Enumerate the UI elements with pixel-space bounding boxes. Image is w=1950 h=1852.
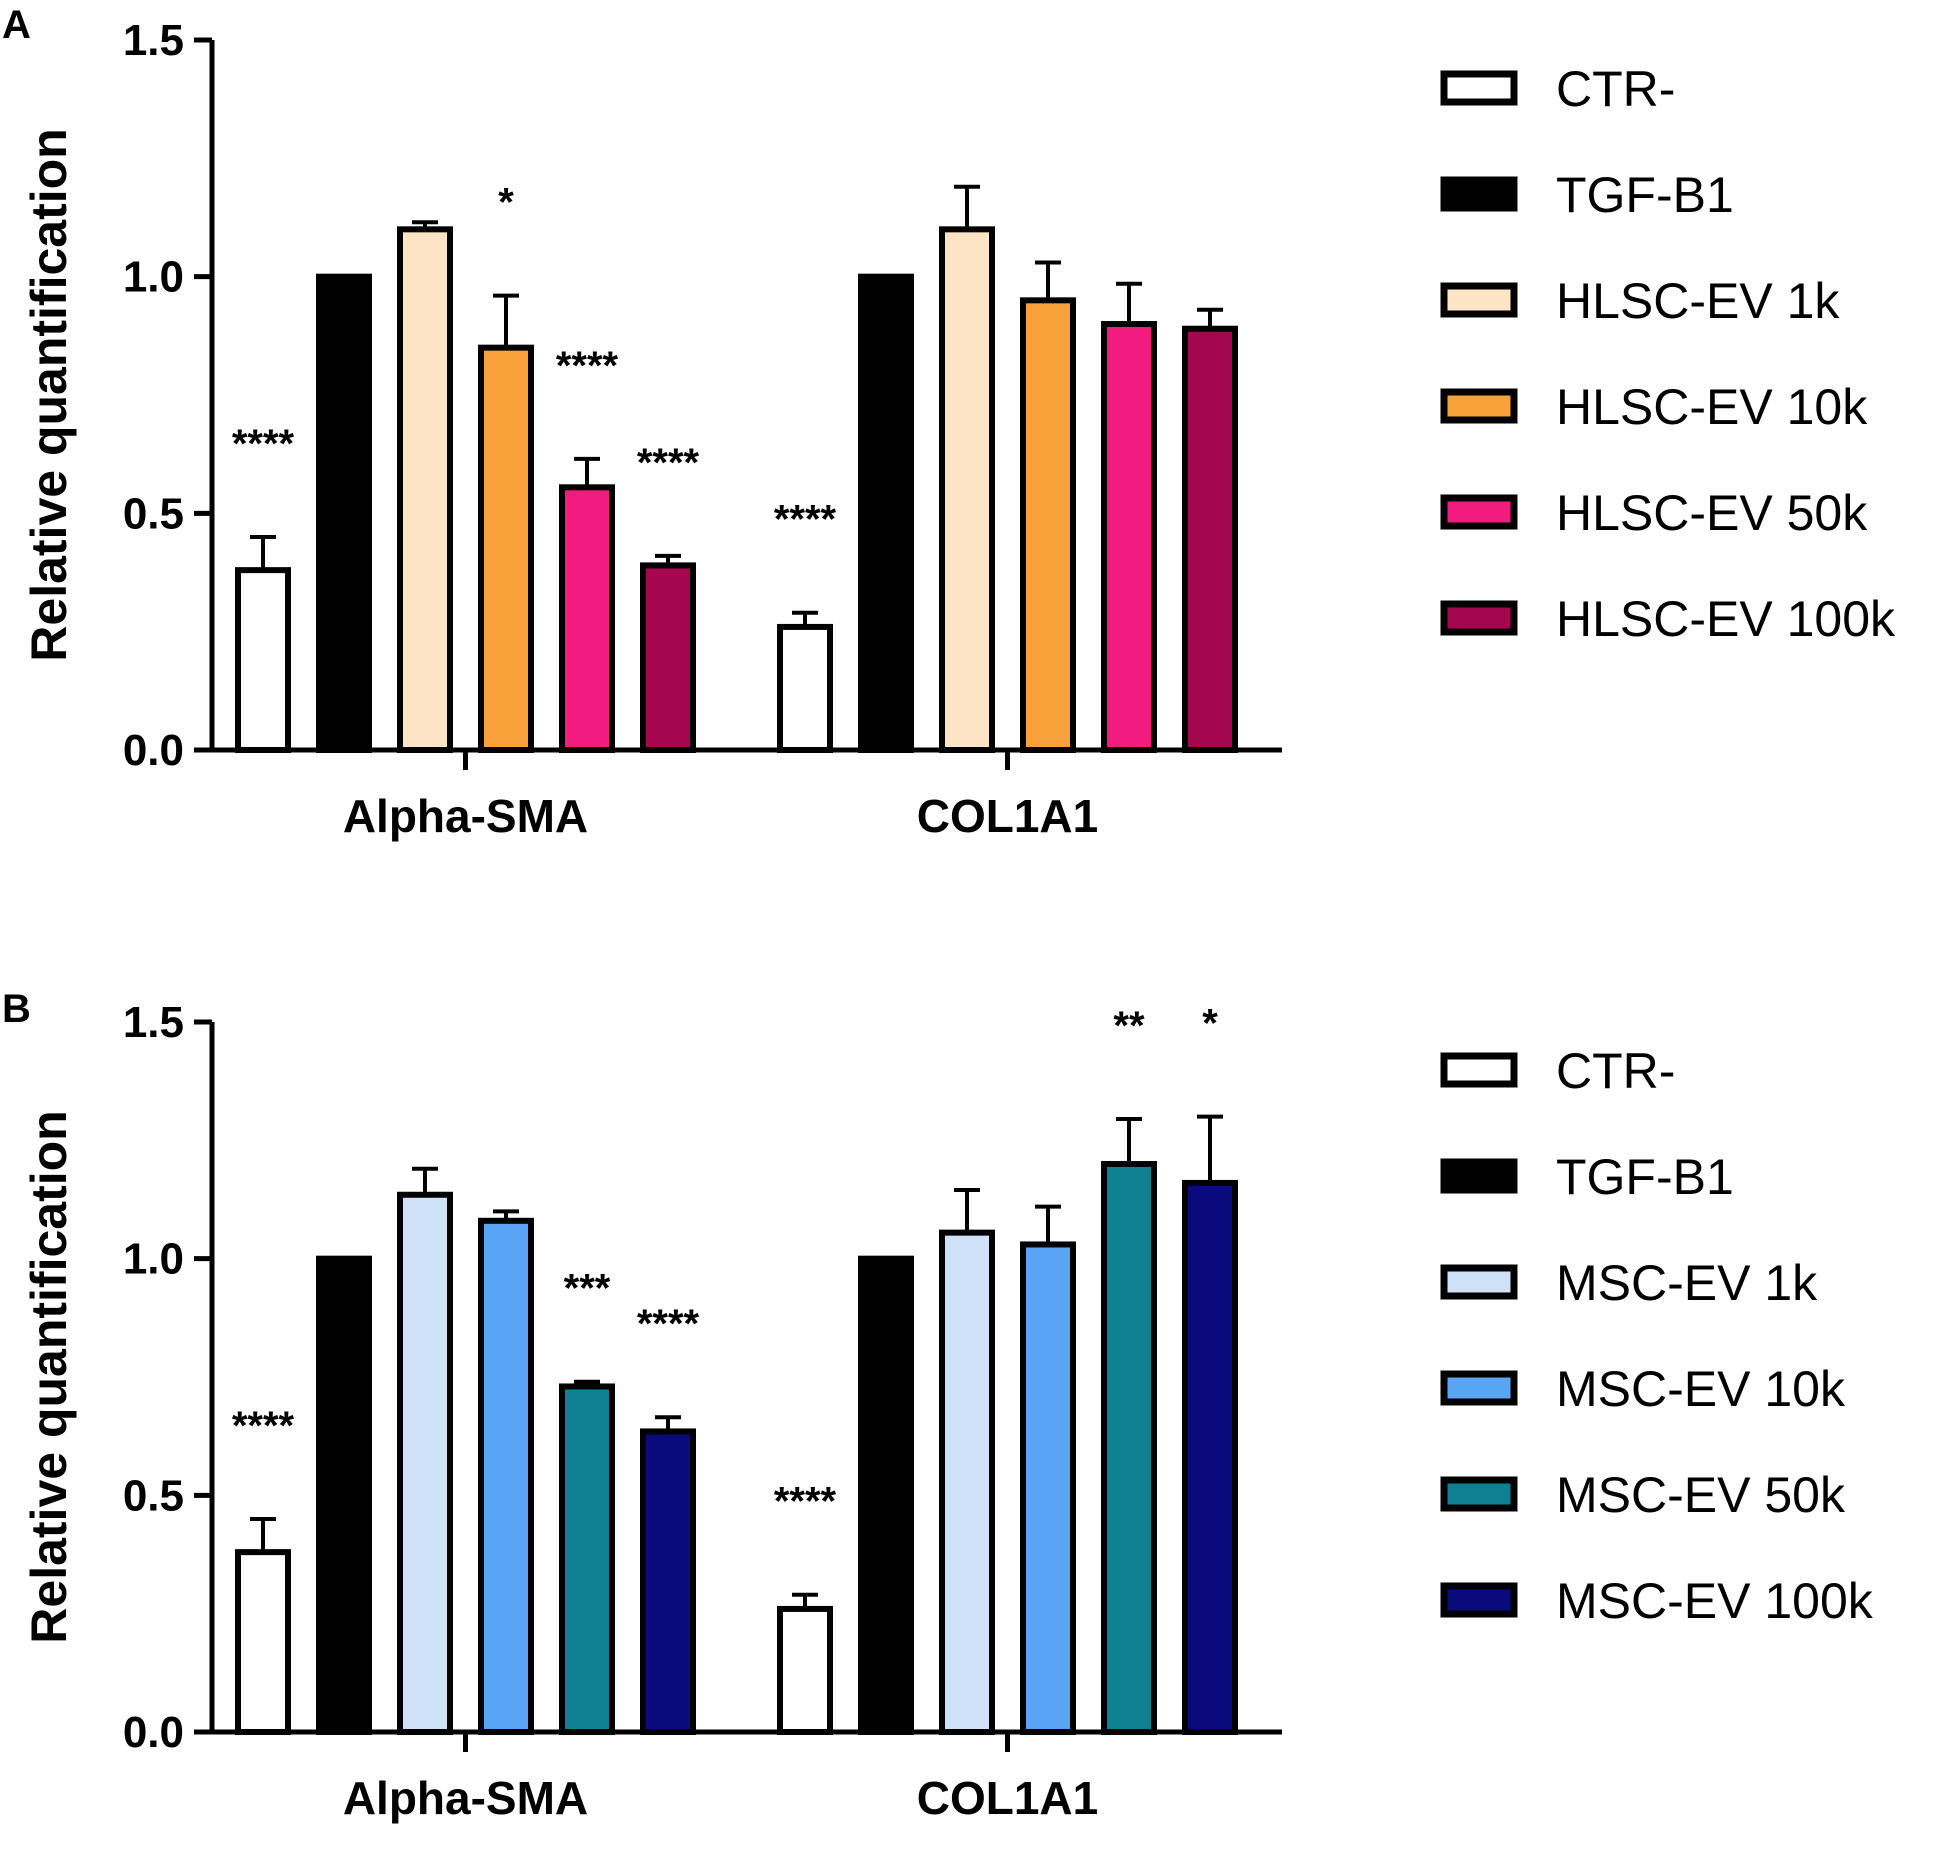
panel-letter: A xyxy=(2,3,31,47)
bar xyxy=(316,273,372,753)
legend-label: MSC-EV 1k xyxy=(1556,1255,1818,1311)
legend-swatch xyxy=(1440,282,1518,318)
significance-label: **** xyxy=(774,498,837,542)
panel-letter: B xyxy=(2,987,31,1031)
bar xyxy=(478,1217,534,1736)
bar xyxy=(939,226,995,754)
bar xyxy=(235,1549,291,1735)
legend-label: MSC-EV 50k xyxy=(1556,1467,1846,1523)
significance-label: * xyxy=(1202,1002,1218,1046)
legend-label: HLSC-EV 50k xyxy=(1556,485,1868,541)
bar xyxy=(478,344,534,753)
y-tick-label: 0.0 xyxy=(123,726,184,775)
y-tick-label: 1.5 xyxy=(123,998,184,1047)
significance-label: **** xyxy=(232,1404,295,1448)
y-tick-label: 0.5 xyxy=(123,1471,184,1520)
bar xyxy=(939,1229,995,1735)
significance-label: * xyxy=(498,181,514,225)
legend-swatch xyxy=(1440,1476,1518,1512)
bar xyxy=(316,1255,372,1735)
bar xyxy=(1182,1179,1238,1735)
bar xyxy=(777,1605,833,1736)
bar xyxy=(1101,321,1157,753)
bar xyxy=(235,567,291,754)
bar xyxy=(1101,1161,1157,1735)
legend-label: CTR- xyxy=(1556,1043,1675,1099)
legend-swatch xyxy=(1440,494,1518,530)
significance-label: ** xyxy=(1113,1004,1145,1048)
legend-swatch xyxy=(1440,1158,1518,1194)
legend-label: TGF-B1 xyxy=(1556,1149,1734,1205)
bar xyxy=(640,1428,696,1736)
legend-label: CTR- xyxy=(1556,61,1675,117)
legend-label: TGF-B1 xyxy=(1556,167,1734,223)
x-category-label: Alpha-SMA xyxy=(343,1772,588,1824)
legend-label: MSC-EV 100k xyxy=(1556,1573,1874,1629)
significance-label: *** xyxy=(564,1267,611,1311)
legend-swatch xyxy=(1440,70,1518,106)
y-axis-label: Relative quantification xyxy=(21,1110,77,1643)
y-tick-label: 1.0 xyxy=(123,1235,184,1284)
x-category-label: COL1A1 xyxy=(917,1772,1098,1824)
legend-swatch xyxy=(1440,600,1518,636)
legend-swatch xyxy=(1440,1052,1518,1088)
bar xyxy=(397,226,453,754)
bar xyxy=(1182,325,1238,753)
significance-label: **** xyxy=(774,1480,837,1524)
chart-panel-b: B Relative quantification 0.0 0.5 1.0 1.5 Alph… xyxy=(2,987,1874,1824)
significance-label: **** xyxy=(232,422,295,466)
bar xyxy=(1020,297,1076,753)
bar xyxy=(559,484,615,753)
bar xyxy=(858,273,914,753)
legend-swatch xyxy=(1440,388,1518,424)
legend-swatch xyxy=(1440,176,1518,212)
significance-label: **** xyxy=(637,1302,700,1346)
x-category-label: COL1A1 xyxy=(917,790,1098,842)
x-category-label: Alpha-SMA xyxy=(343,790,588,842)
significance-label: **** xyxy=(637,441,700,485)
bar xyxy=(1020,1241,1076,1735)
bar xyxy=(858,1255,914,1735)
legend-swatch xyxy=(1440,1264,1518,1300)
legend-swatch xyxy=(1440,1370,1518,1406)
legend-label: HLSC-EV 1k xyxy=(1556,273,1840,329)
legend-label: HLSC-EV 10k xyxy=(1556,379,1868,435)
bar xyxy=(640,562,696,754)
bar xyxy=(559,1383,615,1735)
legend-label: MSC-EV 10k xyxy=(1556,1361,1846,1417)
legend-swatch xyxy=(1440,1582,1518,1618)
y-tick-label: 1.0 xyxy=(123,253,184,302)
chart-panel-a: A Relative quantification 0.0 0.5 1.0 1.5 Alph… xyxy=(2,3,1896,842)
legend-label: HLSC-EV 100k xyxy=(1556,591,1896,647)
y-tick-label: 0.0 xyxy=(123,1708,184,1757)
bar xyxy=(777,623,833,754)
significance-label: **** xyxy=(556,344,619,388)
y-tick-label: 1.5 xyxy=(123,16,184,65)
y-axis-label: Relative quantification xyxy=(21,128,77,661)
bar xyxy=(397,1191,453,1736)
y-tick-label: 0.5 xyxy=(123,489,184,538)
